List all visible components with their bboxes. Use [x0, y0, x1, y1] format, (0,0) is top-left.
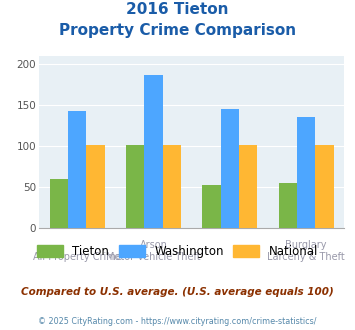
Text: 2016 Tieton: 2016 Tieton [126, 2, 229, 16]
Text: Compared to U.S. average. (U.S. average equals 100): Compared to U.S. average. (U.S. average … [21, 287, 334, 297]
Bar [50, 179, 68, 228]
Text: Arson: Arson [140, 240, 168, 250]
Text: Property Crime Comparison: Property Crime Comparison [59, 23, 296, 38]
Bar [202, 185, 221, 228]
Bar [126, 145, 144, 228]
Bar [279, 183, 297, 228]
Bar [221, 109, 239, 228]
Text: © 2025 CityRating.com - https://www.cityrating.com/crime-statistics/: © 2025 CityRating.com - https://www.city… [38, 317, 317, 326]
Bar [163, 145, 181, 228]
Bar [315, 145, 334, 228]
Bar [297, 116, 315, 228]
Text: Motor Vehicle Theft: Motor Vehicle Theft [106, 252, 201, 262]
Text: Burglary: Burglary [285, 240, 327, 250]
Bar [86, 145, 105, 228]
Bar [239, 145, 257, 228]
Legend: Tieton, Washington, National: Tieton, Washington, National [32, 240, 323, 263]
Text: Larceny & Theft: Larceny & Theft [267, 252, 345, 262]
Bar [144, 75, 163, 228]
Bar [68, 111, 86, 228]
Text: All Property Crime: All Property Crime [33, 252, 121, 262]
